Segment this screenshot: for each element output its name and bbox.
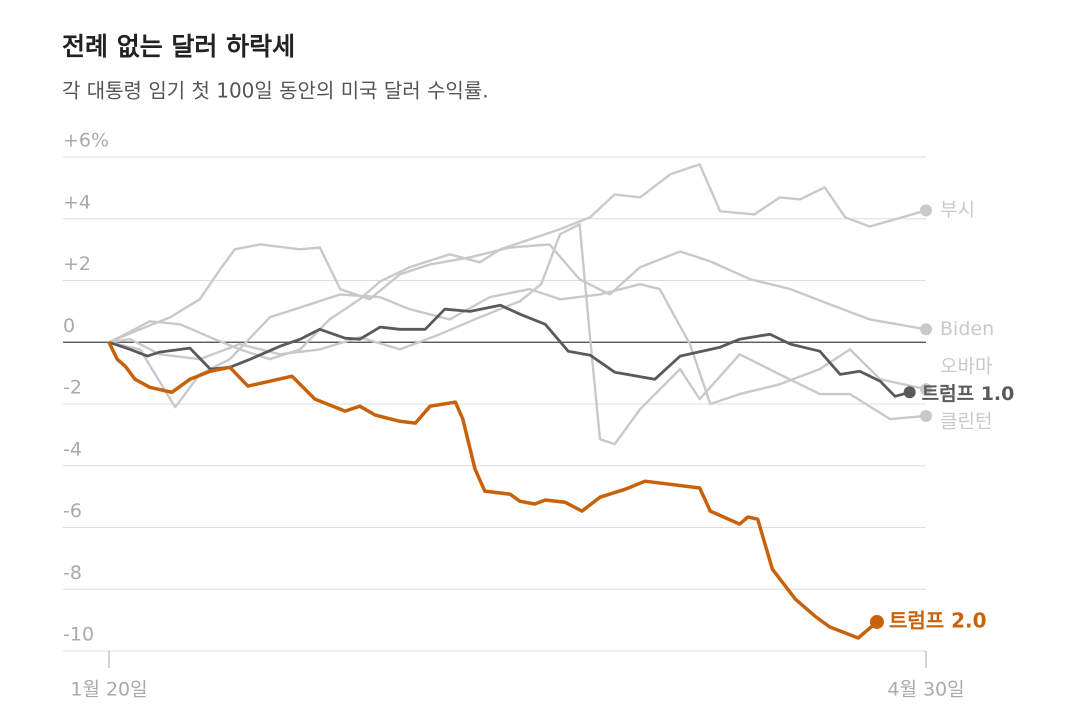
legend-label: 부시 — [940, 199, 975, 221]
series-line — [108, 223, 927, 446]
y-tick-label: -2 — [63, 377, 82, 399]
chart-subtitle: 각 대통령 임기 첫 100일 동안의 미국 달러 수익률. — [62, 79, 489, 103]
legend-label: Biden — [940, 318, 994, 340]
series-line — [108, 243, 927, 344]
x-tick-label: 1월 20일 — [70, 679, 147, 701]
legend-label: 오바마 — [940, 356, 992, 378]
y-tick-label: -4 — [63, 438, 82, 460]
series-line — [107, 341, 879, 640]
y-tick-label: +4 — [63, 191, 91, 213]
y-tick-label: +6% — [63, 130, 109, 152]
legend-label: 트럼프 2.0 — [889, 608, 987, 632]
series-line — [108, 163, 927, 361]
y-tick-label: -8 — [63, 562, 82, 584]
y-tick-label: -10 — [63, 624, 94, 646]
end-marker — [920, 323, 932, 336]
end-marker — [920, 383, 932, 396]
y-tick-label: 0 — [63, 315, 75, 337]
y-tick-label: -6 — [63, 500, 82, 522]
x-tick-label: 4월 30일 — [887, 679, 964, 701]
legend-label: 트럼프 1.0 — [922, 383, 1015, 405]
end-marker — [920, 204, 932, 217]
legend-label: 클린턴 — [940, 411, 992, 433]
y-tick-label: +2 — [63, 253, 91, 275]
chart-title: 전례 없는 달러 하락세 — [62, 32, 295, 61]
series-line — [108, 283, 927, 409]
end-marker — [869, 614, 884, 629]
end-marker — [920, 410, 932, 423]
series-line — [108, 303, 911, 398]
end-marker — [903, 386, 916, 399]
